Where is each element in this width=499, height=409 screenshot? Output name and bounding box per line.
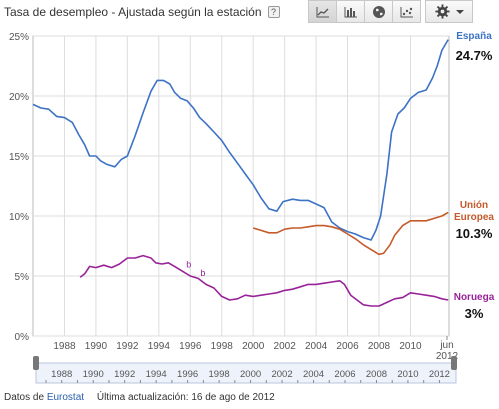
x-tick-label: 2010 bbox=[399, 341, 422, 352]
series-line-1 bbox=[252, 211, 449, 256]
x-tick-label: 1996 bbox=[179, 341, 202, 352]
scatter-chart-button[interactable] bbox=[392, 0, 421, 23]
time-navigator[interactable]: 1988 1990 1992 1994 1996 1998 2000 2002 2004 2006… bbox=[33, 356, 457, 384]
navigator-tick-label: 2000 bbox=[240, 369, 261, 380]
navigator-track bbox=[35, 362, 457, 384]
last-updated: Última actualización: 16 de ago de 2012 bbox=[96, 392, 275, 403]
series-name-label: Europea bbox=[454, 212, 494, 223]
navigator-tick-label: 2004 bbox=[303, 369, 324, 380]
line-chart-icon bbox=[316, 6, 329, 17]
x-tick-label: 2004 bbox=[305, 341, 328, 352]
x-tick-label: 2002 bbox=[274, 341, 297, 352]
series-line-2 bbox=[79, 254, 449, 307]
map-globe-icon bbox=[372, 5, 385, 18]
navigator-handle-left bbox=[33, 356, 39, 370]
annotation-marker: b bbox=[200, 268, 205, 278]
series-end-value: 10.3% bbox=[456, 226, 493, 241]
navigator-tick-label: 2002 bbox=[271, 369, 292, 380]
navigator-tick-label: 1998 bbox=[209, 369, 230, 380]
x-tick-label: 1988 bbox=[53, 341, 76, 352]
series-line-0 bbox=[32, 39, 449, 241]
navigator-tick-label: 2010 bbox=[397, 369, 418, 380]
navigator-tick-label: 1990 bbox=[83, 369, 104, 380]
navigator-tick-label: 1994 bbox=[146, 369, 167, 380]
x-end-label-year: 2012 bbox=[436, 351, 459, 362]
help-button[interactable]: ? bbox=[267, 6, 280, 18]
y-tick-label: 5% bbox=[15, 272, 30, 283]
source-prefix: Datos de bbox=[4, 392, 45, 403]
chevron-down-icon bbox=[455, 9, 464, 14]
series-lines bbox=[32, 39, 449, 307]
x-axis: 1988 1990 1992 1994 1996 1998 2000 2002 2004 2006… bbox=[53, 336, 459, 362]
x-tick-label: 2008 bbox=[368, 341, 391, 352]
x-tick-label: 1990 bbox=[85, 341, 108, 352]
navigator-tick-label: 2012 bbox=[429, 369, 450, 380]
x-tick-label: 1998 bbox=[211, 341, 234, 352]
series-end-value: 24.7% bbox=[456, 48, 493, 63]
x-tick-label: 1994 bbox=[148, 341, 171, 352]
gear-icon bbox=[434, 4, 450, 19]
series-name-label: Noruega bbox=[454, 292, 495, 303]
annotation-marker: b bbox=[186, 260, 191, 270]
navigator-tick-label: 1996 bbox=[177, 369, 198, 380]
navigator-tick-label: 2006 bbox=[334, 369, 355, 380]
x-end-label-month: jun bbox=[439, 340, 453, 351]
navigator-tick-label: 2008 bbox=[366, 369, 387, 380]
map-button[interactable] bbox=[364, 0, 393, 23]
x-tick-label: 2000 bbox=[242, 341, 265, 352]
bar-chart-button[interactable] bbox=[336, 0, 365, 23]
source-link[interactable]: Eurostat bbox=[46, 392, 85, 403]
navigator-tick-label: 1988 bbox=[51, 369, 72, 380]
x-tick-label: 1992 bbox=[116, 341, 139, 352]
series-end-value: 3% bbox=[465, 306, 484, 321]
y-axis: 0% 5% 10% 15% 20% 25% bbox=[9, 32, 29, 343]
grid-lines bbox=[33, 35, 449, 337]
x-tick-label: 2006 bbox=[336, 341, 359, 352]
chart-footer: Datos de Eurostat Última actualización: … bbox=[4, 392, 275, 403]
series-name-label: Unión bbox=[460, 200, 488, 211]
chart-title: Tasa de desempleo - Ajustada según la es… bbox=[4, 5, 262, 19]
scatter-chart-icon bbox=[400, 6, 413, 17]
settings-button[interactable] bbox=[425, 0, 473, 23]
y-tick-label: 25% bbox=[9, 32, 29, 43]
y-tick-label: 10% bbox=[9, 212, 29, 223]
chart-header: Tasa de desempleo - Ajustada según la es… bbox=[4, 2, 280, 22]
y-tick-label: 15% bbox=[9, 152, 29, 163]
plot-area bbox=[32, 35, 450, 337]
navigator-handle-right bbox=[451, 356, 457, 370]
y-tick-label: 20% bbox=[9, 92, 29, 103]
annotations: bb bbox=[186, 260, 205, 278]
bar-chart-icon bbox=[344, 6, 357, 17]
line-chart-button[interactable] bbox=[308, 0, 337, 23]
line-chart[interactable]: 0% 5% 10% 15% 20% 25% 1988 1990 1992 1994 1996 199… bbox=[0, 0, 499, 392]
navigator-tick-label: 1992 bbox=[114, 369, 135, 380]
y-tick-label: 0% bbox=[15, 332, 30, 343]
chart-type-toolbar bbox=[308, 0, 421, 23]
series-name-label: España bbox=[456, 31, 492, 42]
